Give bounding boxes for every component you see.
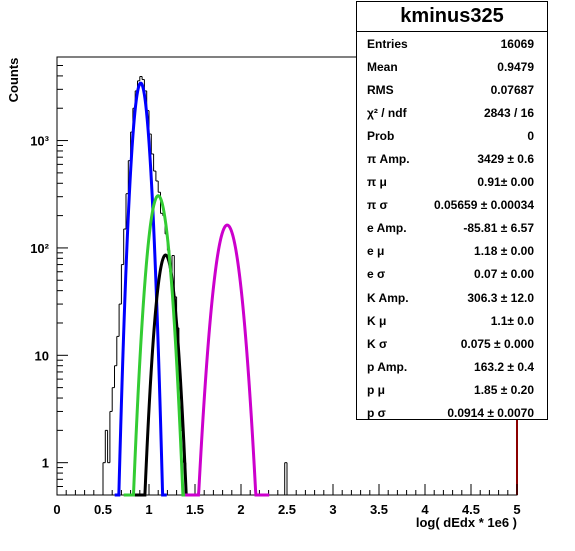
stats-label: π Amp. (367, 152, 410, 167)
x-tick-label: 1 (145, 502, 152, 517)
stats-row: K Amp. 306.3 ± 12.0 (357, 286, 547, 309)
stats-label: e σ (367, 267, 386, 282)
x-tick-label: 0.5 (94, 502, 112, 517)
x-tick-label: 4.5 (462, 502, 480, 517)
stats-label: p Amp. (367, 359, 408, 374)
stats-row: e μ 1.18 ± 0.00 (357, 240, 547, 263)
stats-value: 1.85 ± 0.20 (474, 382, 534, 397)
stats-row: Entries 16069 (357, 32, 547, 55)
axes-group: 0 0.5 1 1.5 2 2.5 3 3.5 4 4.5 5 1 10 10² 10³ (30, 56, 521, 517)
stats-row: p Amp. 163.2 ± 0.4 (357, 355, 547, 378)
stats-row: K μ 1.1± 0.0 (357, 309, 547, 332)
x-tick-label: 2.5 (278, 502, 296, 517)
stats-row: π μ 0.91± 0.00 (357, 171, 547, 194)
stats-value: 0.05659 ± 0.00034 (433, 198, 534, 213)
y-tick-label: 10 (35, 348, 49, 363)
stats-label: p μ (367, 382, 386, 397)
fit-curves-group (114, 81, 270, 497)
fit-curve-k (123, 194, 193, 497)
stats-value: 2843 / 16 (483, 105, 534, 120)
stats-row: p σ 0.0914 ± 0.0070 (357, 402, 547, 425)
x-tick-label: 3 (329, 502, 336, 517)
x-tick-label: 1.5 (186, 502, 204, 517)
stats-title: kminus325 (357, 2, 547, 32)
stats-value: 0 (527, 128, 534, 143)
x-tick-label: 4 (421, 502, 429, 517)
y-tick-label: 10² (30, 241, 49, 256)
fit-curve-p (185, 223, 270, 497)
stats-label: e μ (367, 244, 385, 259)
stats-label: Entries (367, 36, 408, 51)
y-tick-label: 1 (42, 456, 49, 471)
stats-value: 3429 ± 0.6 (477, 152, 534, 167)
stats-label: K μ (367, 313, 387, 328)
stats-row: Mean 0.9479 (357, 55, 547, 78)
y-axis-label: Counts (6, 58, 21, 103)
stats-label: e Amp. (367, 221, 407, 236)
stats-value: 0.07 ± 0.00 (474, 267, 534, 282)
stats-value: 0.07687 (490, 82, 534, 97)
stats-label: K σ (367, 336, 388, 351)
stats-row: π Amp. 3429 ± 0.6 (357, 147, 547, 170)
stats-row: K σ 0.075 ± 0.000 (357, 332, 547, 355)
stats-value: 0.075 ± 0.000 (460, 336, 534, 351)
stats-value: 0.91± 0.00 (477, 175, 534, 190)
stats-label: K Amp. (367, 290, 409, 305)
stats-value: 306.3 ± 12.0 (467, 290, 534, 305)
x-tick-label: 3.5 (370, 502, 388, 517)
stats-rows: Entries 16069 Mean 0.9479 RMS 0.07687 χ² / ndf… (357, 32, 547, 425)
stats-row: χ² / ndf 2843 / 16 (357, 101, 547, 124)
stats-row: p μ 1.85 ± 0.20 (357, 378, 547, 401)
stats-row: Prob 0 (357, 124, 547, 147)
x-tick-label: 5 (513, 502, 520, 517)
stats-label: π σ (367, 198, 388, 213)
x-tick-label: 0 (53, 502, 60, 517)
stats-value: -85.81 ± 6.57 (463, 221, 534, 236)
stats-value: 16069 (500, 36, 534, 51)
stats-label: Mean (367, 59, 398, 74)
x-tick-label: 2 (237, 502, 244, 517)
stats-row: RMS 0.07687 (357, 78, 547, 101)
x-axis-label: log( dEdx * 1e6 ) (416, 515, 517, 530)
stats-label: RMS (367, 82, 394, 97)
stats-row: e Amp. -85.81 ± 6.57 (357, 217, 547, 240)
stats-value: 0.9479 (497, 59, 534, 74)
stats-value: 1.18 ± 0.00 (474, 244, 534, 259)
stats-label: π μ (367, 175, 387, 190)
stats-row: e σ 0.07 ± 0.00 (357, 263, 547, 286)
stats-label: p σ (367, 406, 386, 421)
stats-value: 0.0914 ± 0.0070 (447, 406, 534, 421)
stats-value: 163.2 ± 0.4 (474, 359, 534, 374)
stats-value: 1.1± 0.0 (490, 313, 534, 328)
stats-label: Prob (367, 128, 395, 143)
y-tick-label: 10³ (30, 134, 49, 149)
fit-curve-pi (114, 81, 167, 497)
stats-label: χ² / ndf (367, 105, 407, 120)
stats-box: kminus325 Entries 16069 Mean 0.9479 RMS 0.076… (356, 1, 548, 420)
stats-row: π σ 0.05659 ± 0.00034 (357, 194, 547, 217)
